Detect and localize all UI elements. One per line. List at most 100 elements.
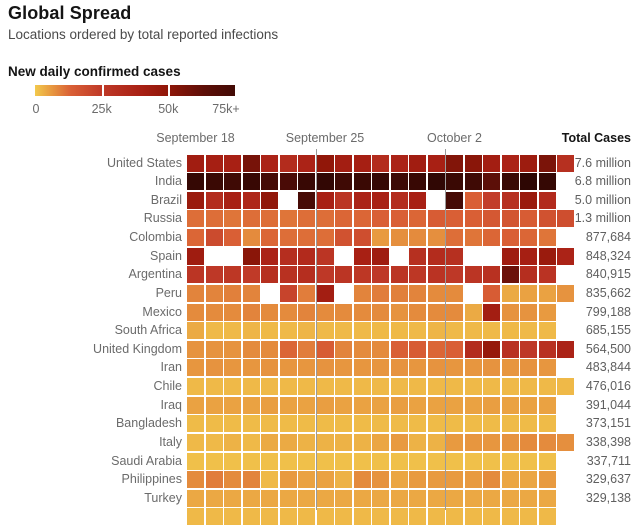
heatmap-cell[interactable] xyxy=(242,489,260,507)
heatmap-cell[interactable] xyxy=(316,415,334,433)
heatmap-cell[interactable] xyxy=(205,191,223,209)
heatmap-cell[interactable] xyxy=(464,154,482,172)
heatmap-cell[interactable] xyxy=(298,247,315,265)
heatmap-cell[interactable] xyxy=(520,247,537,265)
heatmap-cell[interactable] xyxy=(187,396,204,414)
heatmap-cell[interactable] xyxy=(464,173,482,191)
heatmap-cell[interactable] xyxy=(205,284,223,302)
heatmap-cell[interactable] xyxy=(187,247,204,265)
heatmap-cell[interactable] xyxy=(390,266,408,284)
heatmap-cell[interactable] xyxy=(298,229,315,247)
heatmap-cell[interactable] xyxy=(427,433,445,451)
heatmap-cell[interactable] xyxy=(261,210,278,228)
heatmap-cell[interactable] xyxy=(261,471,278,489)
heatmap-cell[interactable] xyxy=(316,378,334,396)
heatmap-cell[interactable] xyxy=(353,247,371,265)
heatmap-cell[interactable] xyxy=(316,303,334,321)
heatmap-cell[interactable] xyxy=(483,378,500,396)
heatmap-cell[interactable] xyxy=(187,433,204,451)
heatmap-cell[interactable] xyxy=(409,489,426,507)
heatmap-cell[interactable] xyxy=(261,396,278,414)
heatmap-cell[interactable] xyxy=(464,396,482,414)
heatmap-cell[interactable] xyxy=(353,266,371,284)
heatmap-cell[interactable] xyxy=(353,191,371,209)
heatmap-cell[interactable] xyxy=(427,359,445,377)
heatmap-cell[interactable] xyxy=(224,266,241,284)
heatmap-cell[interactable] xyxy=(224,396,241,414)
heatmap-cell[interactable] xyxy=(501,396,519,414)
heatmap-cell[interactable] xyxy=(390,154,408,172)
heatmap-cell[interactable] xyxy=(279,359,297,377)
heatmap-cell[interactable] xyxy=(187,322,204,340)
heatmap-cell[interactable] xyxy=(261,415,278,433)
heatmap-cell[interactable] xyxy=(242,452,260,470)
heatmap-cell[interactable] xyxy=(372,210,389,228)
heatmap-cell[interactable] xyxy=(372,471,389,489)
heatmap-cell[interactable] xyxy=(446,210,463,228)
heatmap-cell[interactable] xyxy=(427,229,445,247)
heatmap-cell[interactable] xyxy=(261,247,278,265)
heatmap-cell[interactable] xyxy=(409,284,426,302)
heatmap-cell[interactable] xyxy=(483,303,500,321)
heatmap-cell[interactable] xyxy=(242,191,260,209)
heatmap-cell[interactable] xyxy=(520,210,537,228)
heatmap-cell[interactable] xyxy=(353,154,371,172)
heatmap-cell[interactable] xyxy=(242,415,260,433)
heatmap-cell[interactable] xyxy=(538,433,556,451)
heatmap-cell[interactable] xyxy=(427,154,445,172)
heatmap-cell[interactable] xyxy=(261,173,278,191)
heatmap-cell[interactable] xyxy=(261,154,278,172)
heatmap-cell[interactable] xyxy=(242,173,260,191)
heatmap-cell[interactable] xyxy=(483,229,500,247)
heatmap-cell[interactable] xyxy=(205,452,223,470)
heatmap-cell[interactable] xyxy=(464,489,482,507)
heatmap-cell[interactable] xyxy=(464,433,482,451)
heatmap-cell[interactable] xyxy=(242,247,260,265)
heatmap-cell[interactable] xyxy=(372,266,389,284)
heatmap-cell[interactable] xyxy=(464,229,482,247)
heatmap-cell[interactable] xyxy=(409,433,426,451)
heatmap-cell[interactable] xyxy=(538,359,556,377)
heatmap-cell[interactable] xyxy=(538,173,556,191)
heatmap-cell[interactable] xyxy=(261,322,278,340)
heatmap-cell[interactable] xyxy=(501,284,519,302)
heatmap-cell[interactable] xyxy=(316,508,334,525)
heatmap-cell[interactable] xyxy=(353,471,371,489)
heatmap-cell[interactable] xyxy=(372,378,389,396)
heatmap-cell[interactable] xyxy=(298,378,315,396)
heatmap-cell[interactable] xyxy=(316,191,334,209)
heatmap-cell[interactable] xyxy=(316,340,334,358)
heatmap-cell[interactable] xyxy=(409,173,426,191)
heatmap-cell[interactable] xyxy=(501,210,519,228)
heatmap-cell[interactable] xyxy=(298,415,315,433)
heatmap-cell[interactable] xyxy=(520,378,537,396)
heatmap-cell[interactable] xyxy=(409,471,426,489)
heatmap-cell[interactable] xyxy=(501,433,519,451)
heatmap-cell[interactable] xyxy=(372,229,389,247)
heatmap-cell[interactable] xyxy=(298,340,315,358)
heatmap-cell[interactable] xyxy=(390,508,408,525)
heatmap-cell[interactable] xyxy=(242,471,260,489)
heatmap-cell[interactable] xyxy=(464,508,482,525)
heatmap-cell[interactable] xyxy=(390,452,408,470)
heatmap-cell[interactable] xyxy=(298,508,315,525)
heatmap-cell[interactable] xyxy=(187,378,204,396)
heatmap-cell[interactable] xyxy=(335,191,352,209)
heatmap-cell[interactable] xyxy=(483,359,500,377)
heatmap-cell[interactable] xyxy=(279,508,297,525)
heatmap-cell[interactable] xyxy=(353,322,371,340)
heatmap-cell[interactable] xyxy=(520,415,537,433)
heatmap-cell[interactable] xyxy=(446,359,463,377)
heatmap-cell[interactable] xyxy=(316,489,334,507)
heatmap-cell[interactable] xyxy=(279,378,297,396)
heatmap-cell[interactable] xyxy=(242,303,260,321)
heatmap-cell[interactable] xyxy=(520,452,537,470)
heatmap-cell[interactable] xyxy=(501,173,519,191)
heatmap-cell[interactable] xyxy=(298,266,315,284)
heatmap-cell[interactable] xyxy=(335,489,352,507)
heatmap-cell[interactable] xyxy=(279,415,297,433)
heatmap-cell[interactable] xyxy=(353,229,371,247)
heatmap-cell[interactable] xyxy=(390,173,408,191)
heatmap-cell[interactable] xyxy=(390,433,408,451)
heatmap-cell[interactable] xyxy=(390,396,408,414)
